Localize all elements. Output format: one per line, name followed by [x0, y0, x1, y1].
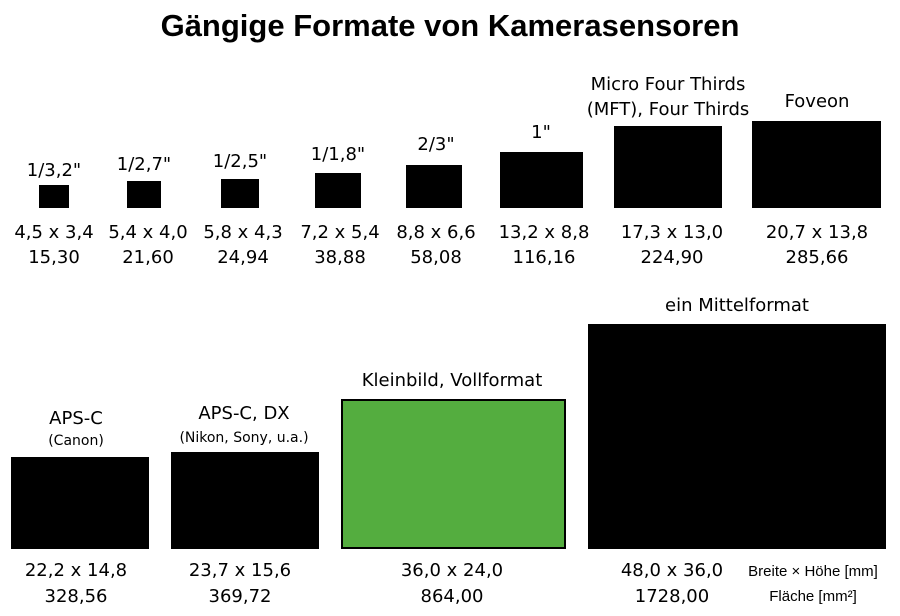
sensor-rect [127, 181, 161, 208]
sensor-rect [341, 399, 566, 549]
sensor-rect [614, 126, 722, 208]
sensor-dims: 48,0 x 36,0 [621, 560, 723, 581]
sensor-dims: 8,8 x 6,6 [396, 222, 475, 243]
sensor-subname: (Canon) [48, 433, 104, 449]
sensor-dims: 36,0 x 24,0 [401, 560, 503, 581]
sensor-area: 24,94 [217, 247, 269, 268]
sensor-rect [221, 179, 259, 208]
sensor-area: 58,08 [410, 247, 462, 268]
sensor-rect [406, 165, 462, 208]
sensor-name: 1/3,2" [27, 160, 81, 181]
sensor-subname: (Nikon, Sony, u.a.) [179, 430, 308, 446]
sensor-dims: 22,2 x 14,8 [25, 560, 127, 581]
sensor-area: 15,30 [28, 247, 80, 268]
sensor-dims: 23,7 x 15,6 [189, 560, 291, 581]
sensor-area: 38,88 [314, 247, 366, 268]
sensor-name: 1/2,5" [213, 151, 267, 172]
sensor-area: 21,60 [122, 247, 174, 268]
sensor-area: 328,56 [45, 586, 108, 607]
title: Gängige Formate von Kamerasensoren [161, 8, 740, 43]
sensor-area: 369,72 [209, 586, 272, 607]
sensor-area: 864,00 [421, 586, 484, 607]
legend-area: Fläche [mm²] [769, 588, 857, 605]
sensor-name: 2/3" [417, 134, 454, 155]
sensor-dims: 4,5 x 3,4 [14, 222, 93, 243]
sensor-dims: 17,3 x 13,0 [621, 222, 723, 243]
sensor-name: Micro Four Thirds [591, 74, 746, 95]
sensor-area: 1728,00 [635, 586, 709, 607]
sensor-area: 116,16 [513, 247, 576, 268]
sensor-name: ein Mittelformat [665, 295, 809, 316]
sensor-rect [39, 185, 69, 208]
sensor-name: 1/1,8" [311, 144, 365, 165]
sensor-name: APS-C, DX [198, 403, 289, 424]
sensor-dims: 5,8 x 4,3 [203, 222, 282, 243]
sensor-dims: 13,2 x 8,8 [499, 222, 590, 243]
sensor-name: APS-C [49, 408, 103, 429]
sensor-dims: 5,4 x 4,0 [108, 222, 187, 243]
sensor-dims: 20,7 x 13,8 [766, 222, 868, 243]
sensor-area: 224,90 [641, 247, 704, 268]
sensor-rect [752, 121, 881, 208]
sensor-name: Kleinbild, Vollformat [362, 370, 543, 391]
sensor-dims: 7,2 x 5,4 [300, 222, 379, 243]
sensor-rect [315, 173, 361, 208]
sensor-rect [500, 152, 583, 208]
sensor-name: Foveon [785, 91, 850, 112]
sensor-rect [11, 457, 149, 549]
sensor-rect [171, 452, 319, 549]
sensor-name: 1" [531, 122, 551, 143]
legend-dims: Breite × Höhe [mm] [748, 563, 878, 580]
sensor-name: 1/2,7" [117, 154, 171, 175]
sensor-area: 285,66 [786, 247, 849, 268]
sensor-rect [588, 324, 886, 549]
sensor-subname: (MFT), Four Thirds [587, 99, 750, 120]
